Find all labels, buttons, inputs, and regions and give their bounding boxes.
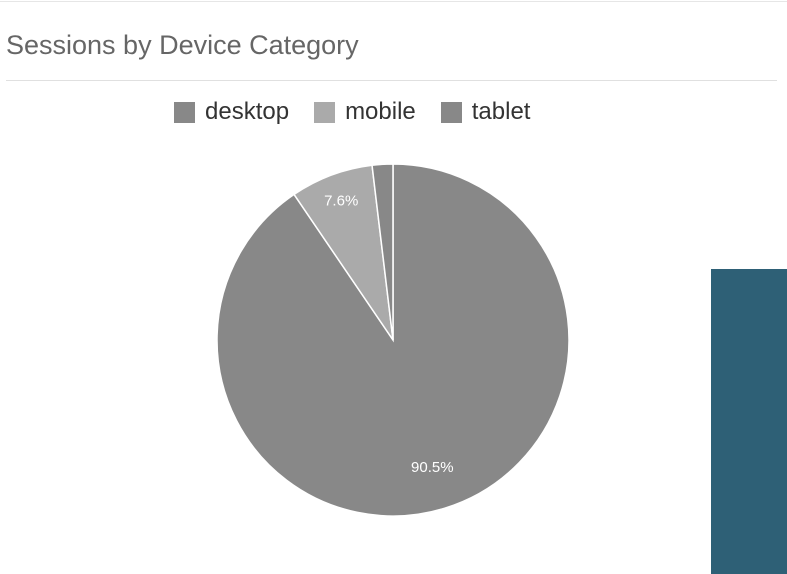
legend-item-mobile[interactable]: mobile xyxy=(314,98,416,126)
panel-title: Sessions by Device Category xyxy=(6,30,359,60)
top-divider xyxy=(0,1,787,2)
legend-swatch-tablet xyxy=(440,101,462,123)
legend-item-desktop[interactable]: desktop xyxy=(174,98,289,126)
title-divider xyxy=(6,80,777,81)
legend-label-mobile: mobile xyxy=(345,98,416,125)
legend-item-tablet[interactable]: tablet xyxy=(440,98,531,126)
legend-swatch-mobile xyxy=(314,101,336,123)
slice-label-desktop: 90.5% xyxy=(411,459,454,476)
chart-legend: desktop mobile tablet xyxy=(174,98,530,126)
side-panel xyxy=(711,269,787,574)
pie-slice-tablet[interactable] xyxy=(371,163,394,341)
legend-label-tablet: tablet xyxy=(471,98,531,125)
legend-swatch-desktop xyxy=(174,101,195,123)
legend-label-desktop: desktop xyxy=(205,98,290,125)
slice-label-mobile: 7.6% xyxy=(324,192,358,209)
